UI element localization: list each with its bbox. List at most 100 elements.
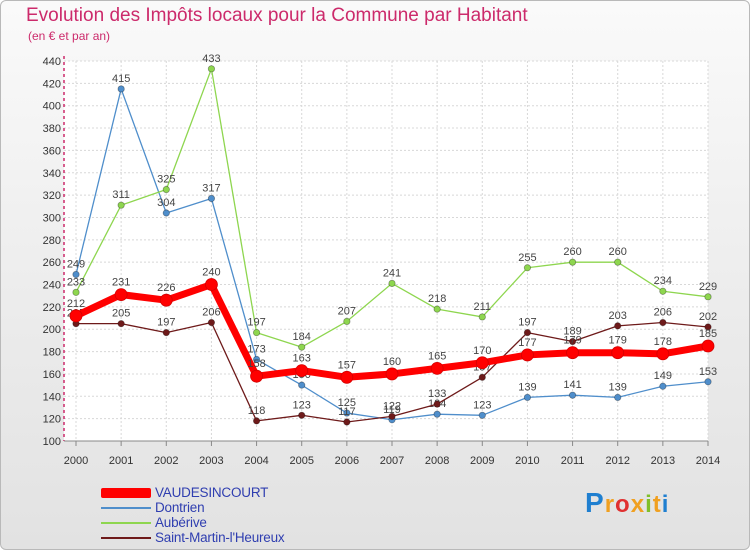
data-label-auberive: 325	[157, 174, 175, 186]
data-point-auberive	[117, 201, 125, 209]
chart-subtitle: (en € et par an)	[28, 29, 111, 43]
data-label-vaudesincourt: 240	[202, 267, 220, 279]
logo-letter: x	[630, 491, 646, 518]
legend-swatch-saint-martin	[101, 537, 151, 539]
logo-letter: o	[615, 491, 631, 518]
data-label-auberive: 311	[112, 189, 130, 201]
data-label-dontrien: 149	[654, 370, 672, 382]
x-tick-label: 2013	[651, 455, 675, 467]
x-tick-label: 2010	[515, 455, 539, 467]
y-tick-label: 100	[43, 436, 61, 448]
data-point-vaudesincourt	[656, 347, 670, 361]
y-tick-label: 380	[43, 123, 61, 135]
data-label-vaudesincourt: 170	[473, 345, 491, 357]
data-label-dontrien: 125	[338, 397, 356, 409]
data-label-vaudesincourt: 165	[428, 350, 446, 362]
data-point-vaudesincourt	[69, 309, 83, 323]
data-point-auberive	[162, 185, 170, 194]
data-point-auberive	[478, 313, 486, 321]
data-point-vaudesincourt	[340, 370, 354, 384]
data-point-saint-martin-l-heureux	[478, 373, 486, 381]
x-tick-label: 2006	[335, 455, 359, 467]
data-point-dontrien	[704, 378, 712, 386]
legend-label-dontrien: Dontrien	[155, 500, 205, 515]
y-tick-label: 260	[43, 257, 61, 269]
logo-letter: i	[661, 491, 670, 518]
data-point-saint-martin-l-heureux	[523, 328, 532, 337]
data-label-auberive: 233	[67, 276, 85, 288]
data-point-saint-martin-l-heureux	[433, 400, 441, 408]
y-tick-label: 180	[43, 347, 61, 359]
data-point-auberive	[659, 287, 667, 295]
data-point-auberive	[614, 258, 622, 266]
chart-title: Evolution des Impôts locaux pour la Comm…	[26, 5, 528, 26]
data-point-dontrien	[298, 381, 306, 389]
data-point-auberive	[207, 65, 216, 73]
x-tick-label: 2012	[605, 455, 629, 467]
proxiti-logo: Proxiti	[585, 487, 669, 519]
data-point-dontrien	[252, 355, 261, 364]
data-point-auberive	[704, 293, 712, 301]
data-point-saint-martin-l-heureux	[388, 412, 396, 421]
data-point-saint-martin-l-heureux	[659, 318, 667, 327]
logo-letter: t	[652, 491, 662, 518]
data-label-vaudesincourt: 212	[67, 298, 85, 310]
data-label-dontrien: 119	[383, 404, 401, 416]
y-tick-label: 280	[43, 235, 61, 247]
data-label-auberive: 229	[699, 281, 717, 293]
data-label-auberive: 234	[654, 275, 672, 287]
data-label-saint-martin-l-heureux: 133	[428, 388, 446, 400]
x-tick-label: 2004	[244, 455, 268, 467]
data-label-auberive: 241	[383, 267, 401, 279]
data-label-auberive: 255	[518, 252, 536, 264]
data-label-dontrien: 139	[518, 381, 536, 393]
x-tick-label: 2000	[64, 455, 88, 467]
logo-letter: r	[604, 491, 616, 518]
data-label-vaudesincourt: 179	[563, 335, 581, 347]
x-tick-label: 2014	[696, 455, 720, 467]
data-point-dontrien	[614, 393, 622, 402]
data-point-dontrien	[568, 391, 577, 399]
data-label-vaudesincourt: 177	[518, 337, 536, 349]
data-point-saint-martin-l-heureux	[117, 320, 125, 328]
data-label-auberive: 211	[474, 301, 492, 313]
x-tick-label: 2009	[470, 455, 494, 467]
data-point-dontrien	[343, 409, 351, 417]
data-point-dontrien	[162, 209, 170, 217]
legend-swatch-dontrien	[101, 507, 151, 509]
data-point-vaudesincourt	[295, 364, 309, 377]
y-tick-label: 300	[43, 212, 61, 224]
data-label-saint-martin-l-heureux: 205	[112, 308, 130, 320]
x-tick-label: 2005	[289, 455, 313, 467]
y-tick-label: 420	[43, 78, 61, 90]
data-point-vaudesincourt	[385, 367, 399, 381]
data-label-saint-martin-l-heureux: 203	[609, 310, 627, 322]
data-point-vaudesincourt	[521, 348, 534, 362]
data-point-dontrien	[523, 393, 532, 402]
data-label-saint-martin-l-heureux: 123	[293, 399, 311, 411]
data-point-vaudesincourt	[611, 346, 625, 360]
data-point-auberive	[523, 264, 532, 272]
legend-label-vaudesincourt: VAUDESINCOURT	[155, 485, 269, 500]
data-point-saint-martin-l-heureux	[614, 322, 622, 330]
data-point-dontrien	[117, 85, 125, 93]
data-point-vaudesincourt	[250, 369, 263, 383]
data-label-auberive: 260	[609, 246, 627, 258]
data-point-auberive	[568, 258, 577, 266]
data-point-dontrien	[72, 270, 80, 279]
x-tick-label: 2008	[425, 455, 449, 467]
data-point-auberive	[433, 305, 441, 313]
data-label-dontrien: 415	[112, 73, 130, 85]
data-point-saint-martin-l-heureux	[207, 318, 216, 327]
y-tick-label: 220	[43, 302, 61, 314]
data-label-auberive: 433	[202, 53, 220, 65]
x-tick-label: 2011	[561, 455, 585, 467]
y-tick-label: 160	[43, 369, 61, 381]
data-label-dontrien: 317	[202, 182, 220, 194]
data-point-saint-martin-l-heureux	[704, 323, 712, 331]
data-label-dontrien: 139	[609, 381, 627, 393]
data-point-vaudesincourt	[159, 293, 173, 307]
legend-label-saint-martin: Saint-Martin-l'Heureux	[155, 530, 285, 545]
